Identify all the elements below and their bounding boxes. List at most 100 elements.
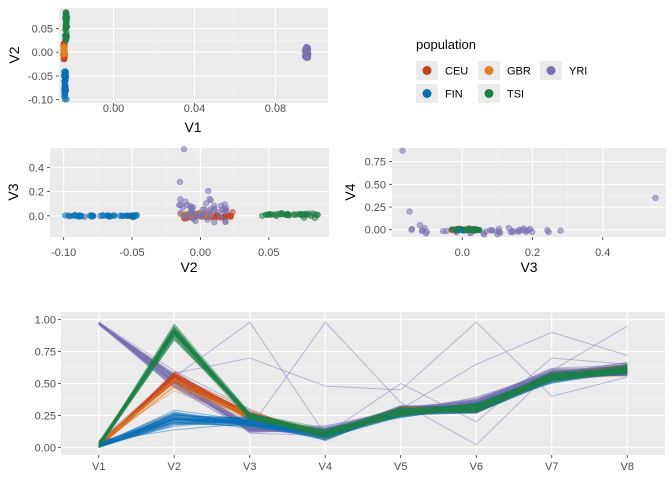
data-point: [176, 178, 184, 186]
data-point: [88, 212, 95, 219]
series-line: [98, 338, 628, 448]
series-line: [98, 330, 628, 447]
data-point: [278, 210, 286, 218]
x-tick-label: V3: [243, 461, 256, 473]
series-line: [98, 323, 628, 430]
series-line: [98, 323, 628, 435]
series-line: [98, 371, 628, 447]
series-line: [98, 364, 628, 448]
data-point: [408, 226, 415, 233]
series-line: [98, 326, 628, 446]
x-tick-label: -0.05: [120, 247, 145, 259]
series-line: [98, 369, 628, 448]
x-tick-label: 0.2: [525, 247, 540, 259]
series-line: [98, 369, 628, 443]
legend-label: YRI: [569, 66, 587, 78]
series-line: [98, 327, 628, 448]
series-line: [98, 369, 628, 447]
data-point: [104, 213, 112, 220]
series-line: [98, 373, 628, 446]
x-tick-label: V8: [621, 461, 634, 473]
y-tick-label: 0.50: [35, 379, 56, 391]
series-line: [98, 369, 628, 448]
series-line: [98, 371, 628, 446]
series-line: [98, 368, 628, 445]
series-line: [98, 367, 628, 448]
series-line: [98, 371, 628, 448]
series-line: [98, 332, 628, 445]
series-line: [98, 333, 628, 446]
data-point: [406, 208, 413, 215]
x-tick-label: V1: [92, 461, 105, 473]
series-gbr: [98, 368, 628, 448]
series-line: [98, 323, 628, 431]
legend-key-dot: [422, 89, 432, 98]
series-line: [98, 371, 628, 442]
y-tick-label: 0.50: [365, 179, 386, 191]
data-point: [468, 226, 475, 233]
series-line: [98, 372, 628, 448]
series-line: [98, 323, 628, 432]
data-point: [443, 227, 450, 235]
series-line: [98, 373, 628, 445]
series-line: [98, 322, 628, 433]
series-line: [98, 372, 628, 448]
parallel-coordinates-plot: 1.00 0.75 0.50 0.25 0.00 V1 V2 V3 V4 V5 V6 V7 V8: [35, 312, 665, 473]
series-line: [98, 328, 628, 446]
y-tick-label: 0.2: [29, 187, 44, 199]
series-line: [98, 321, 628, 436]
data-point: [557, 227, 564, 234]
series-line: [98, 368, 628, 447]
data-point: [63, 96, 70, 103]
series-tsi: [98, 323, 628, 448]
series-line: [98, 371, 628, 446]
series-line: [98, 372, 628, 447]
x-tick-label: -0.10: [51, 247, 76, 259]
x-tick-label: 0.4: [595, 247, 610, 259]
scatter-v1-v2: 0.00 0.04 0.08 0.05 0.00 -0.05 -0.10 V1 V2: [6, 8, 328, 135]
data-point: [202, 200, 210, 207]
series-line: [98, 368, 628, 448]
series-line: [98, 372, 628, 448]
series-line: [98, 371, 628, 448]
legend-label: GBR: [507, 66, 531, 78]
series-line: [98, 367, 628, 448]
x-tick-label: V5: [394, 461, 407, 473]
series-line: [98, 322, 628, 436]
series-line: [98, 330, 628, 448]
series-tsi: [62, 8, 71, 44]
data-point: [399, 147, 406, 154]
series-line: [98, 322, 628, 433]
series-line: [98, 329, 628, 443]
series-line: [98, 370, 628, 446]
series-line: [98, 370, 628, 444]
series-line: [98, 372, 628, 446]
series-line: [98, 321, 628, 446]
series-line: [98, 329, 628, 444]
x-tick-label: 0.08: [265, 103, 286, 115]
series-line: [98, 322, 628, 438]
data-point: [62, 10, 70, 17]
panel-background: [59, 8, 328, 103]
series-line: [98, 366, 628, 448]
series-line: [98, 322, 628, 431]
data-point: [544, 227, 551, 234]
y-axis-title: V2: [6, 46, 22, 63]
series-line: [98, 323, 628, 437]
series-line: [98, 331, 628, 447]
panel-background: [50, 148, 329, 237]
series-line: [98, 374, 628, 445]
y-tick-label: 0.75: [365, 157, 386, 169]
data-point: [205, 187, 212, 195]
series-line: [98, 323, 628, 427]
data-point: [61, 82, 68, 90]
scatter-v3-v4: 0.0 0.2 0.4 0.75 0.50 0.25 0.00 V3 V4: [342, 147, 666, 275]
series-line: [98, 327, 628, 448]
series-line: [98, 321, 628, 436]
series-line: [98, 323, 628, 433]
data-point: [60, 49, 68, 56]
legend-title: population: [416, 37, 476, 52]
series-line: [98, 372, 628, 447]
series-line: [98, 368, 628, 445]
